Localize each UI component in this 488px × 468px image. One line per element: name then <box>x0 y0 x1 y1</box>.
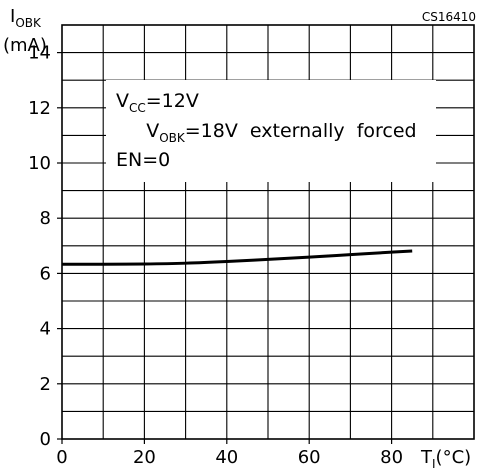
x-tick-label: 80 <box>380 447 403 468</box>
y-tick-label: 14 <box>28 43 51 64</box>
annotation-1-rest: =12V <box>146 90 199 112</box>
series-layer <box>61 249 413 266</box>
annotation-2-main: V <box>146 120 159 142</box>
annotation-1-main: V <box>116 90 129 112</box>
annotation-2-sub: OBK <box>159 131 186 145</box>
y-axis-label-main: I <box>10 6 15 27</box>
y-tick-label: 0 <box>40 429 51 450</box>
y-tick-label: 10 <box>28 153 51 174</box>
annotation-box <box>106 80 436 182</box>
y-tick-label: 4 <box>40 319 51 340</box>
x-axis-label: TJ(°C) <box>420 447 471 468</box>
plot-frame <box>61 24 475 440</box>
x-tick-label: 60 <box>298 447 321 468</box>
annotation-2-rest: =18V externally forced <box>185 120 417 142</box>
series-line <box>61 249 413 266</box>
figure-reference: CS16410 <box>422 10 476 24</box>
x-axis-label-sub: J <box>431 457 436 468</box>
annotation-line-2: VOBK=18V externally forced <box>116 120 435 145</box>
x-tick-label: 0 <box>56 447 67 468</box>
x-axis-label-unit: (°C) <box>436 447 472 468</box>
annotation-line-1: VCC=12V <box>116 90 199 115</box>
x-tick-labels: 0 20 40 60 80 <box>56 439 403 468</box>
y-tick-labels: 0 2 4 6 8 10 12 14 <box>28 43 62 450</box>
x-axis-label-main: T <box>420 447 433 468</box>
x-tick-label: 40 <box>215 447 238 468</box>
y-tick-label: 2 <box>40 374 51 395</box>
y-tick-label: 12 <box>28 98 51 119</box>
y-axis-label-sub: OBK <box>15 16 42 30</box>
x-tick-label: 20 <box>133 447 156 468</box>
y-axis-unit: (mA) <box>3 35 47 56</box>
y-axis-label: IOBK <box>10 6 42 30</box>
y-tick-label: 6 <box>40 263 51 284</box>
annotation-line-3: EN=0 <box>116 149 170 171</box>
annotation-1-sub: CC <box>129 101 146 115</box>
y-tick-label: 8 <box>40 208 51 229</box>
